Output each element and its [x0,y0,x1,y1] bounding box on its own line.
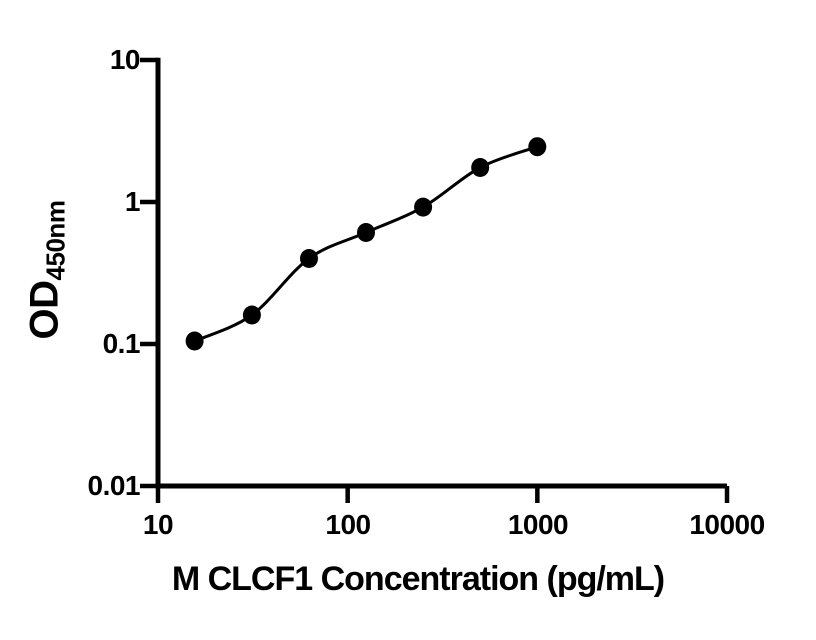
y-tick-label-0-01: 0.01 [87,470,141,501]
x-tick-label-100: 100 [325,509,371,540]
data-point-marker [242,305,261,325]
data-point-marker [357,223,375,242]
y-axis-title: OD450nm [23,201,72,340]
data-point-marker [414,197,433,217]
y-tick-label-0-1: 0.1 [102,328,141,359]
x-tick-label-10000: 10000 [689,509,765,540]
y-tick-label-10: 10 [109,44,141,75]
data-point-marker [300,249,318,268]
data-point-marker [471,158,490,177]
data-point-marker [185,331,204,351]
x-tick-label-1000: 1000 [507,509,569,540]
data-point-marker [528,137,547,157]
x-axis-title: M CLCF1 Concentration (pg/mL) [171,560,665,598]
y-tick-label-1: 1 [124,186,141,217]
y-axis-title-subscript: 450nm [40,200,71,281]
x-tick-label-10: 10 [142,509,174,540]
y-axis-title-main: OD [22,280,67,340]
